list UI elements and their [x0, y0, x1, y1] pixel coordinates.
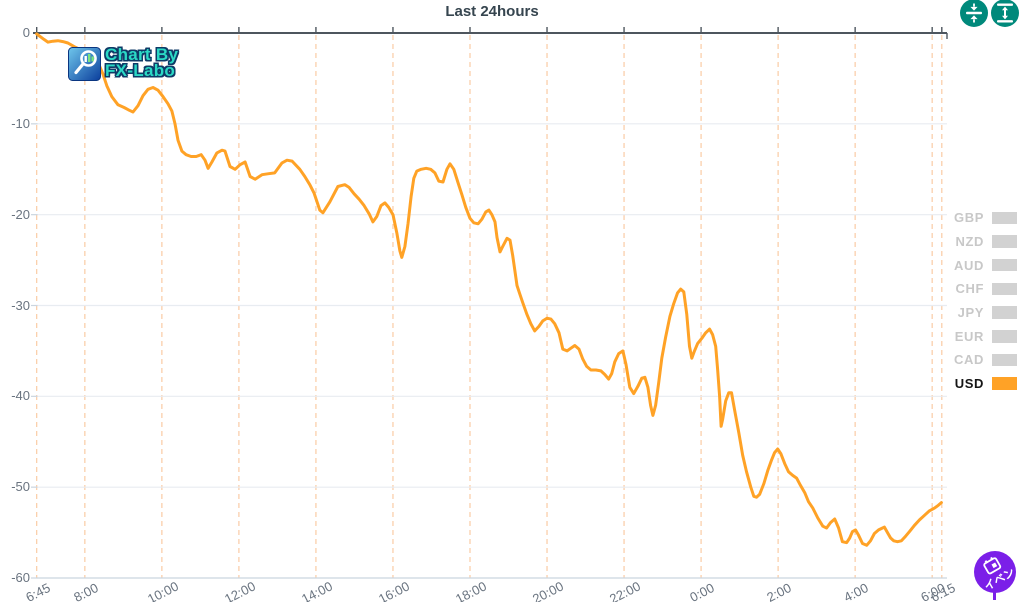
legend-item-eur[interactable]: EUR [943, 324, 1017, 348]
legend-swatch [992, 211, 1017, 225]
watermark: Chart By FX-Labo [68, 45, 179, 81]
compress-vertical-icon [966, 3, 982, 23]
y-tick-label: -10 [11, 115, 30, 131]
compress-vertical-button[interactable] [960, 0, 988, 27]
legend-swatch [992, 282, 1017, 296]
legend-item-jpy[interactable]: JPY [943, 301, 1017, 325]
legend-label: NZD [955, 234, 984, 250]
legend-swatch [992, 377, 1017, 390]
legend-item-chf[interactable]: CHF [943, 277, 1017, 301]
legend-label: JPY [957, 305, 984, 321]
chart-title: Last 24hours [445, 3, 539, 20]
y-tick-label: -30 [11, 297, 30, 313]
event-button-tail [993, 592, 996, 600]
legend-swatch [992, 330, 1017, 343]
legend-swatch [992, 258, 1017, 272]
expand-vertical-icon [997, 3, 1013, 23]
legend-item-cad[interactable]: CAD [943, 348, 1017, 372]
legend-item-nzd[interactable]: NZD [943, 230, 1017, 254]
legend-item-gbp[interactable]: GBP [943, 206, 1017, 230]
legend: GBP NZD AUD CHF JPY EUR CAD USD [943, 206, 1017, 396]
legend-label: GBP [954, 210, 984, 226]
y-tick-label: -40 [11, 388, 30, 404]
y-tick-label: -60 [11, 570, 30, 585]
y-tick-label: -50 [11, 479, 30, 495]
fx-labo-logo-icon [68, 47, 101, 81]
event-button[interactable]: イベン [973, 550, 1017, 593]
legend-item-usd[interactable]: USD [943, 372, 1017, 396]
event-button-content: イベン [973, 550, 1017, 593]
series-line-usd [35, 32, 943, 547]
watermark-line2: FX-Labo [105, 61, 176, 80]
legend-label: AUD [954, 257, 984, 273]
legend-label: CAD [954, 352, 984, 368]
watermark-text: Chart By FX-Labo [105, 45, 179, 80]
legend-swatch [992, 235, 1017, 248]
y-tick-label: -20 [11, 206, 30, 222]
legend-label: CHF [955, 281, 984, 297]
calendar-icon [982, 556, 1001, 575]
legend-swatch [992, 306, 1017, 319]
legend-swatch [992, 353, 1017, 367]
y-tick-label: 0 [22, 25, 30, 40]
legend-item-aud[interactable]: AUD [943, 253, 1017, 277]
legend-label: EUR [954, 328, 984, 344]
expand-vertical-button[interactable] [991, 0, 1019, 27]
legend-label: USD [954, 376, 984, 392]
watermark-line1: Chart By [105, 45, 179, 64]
